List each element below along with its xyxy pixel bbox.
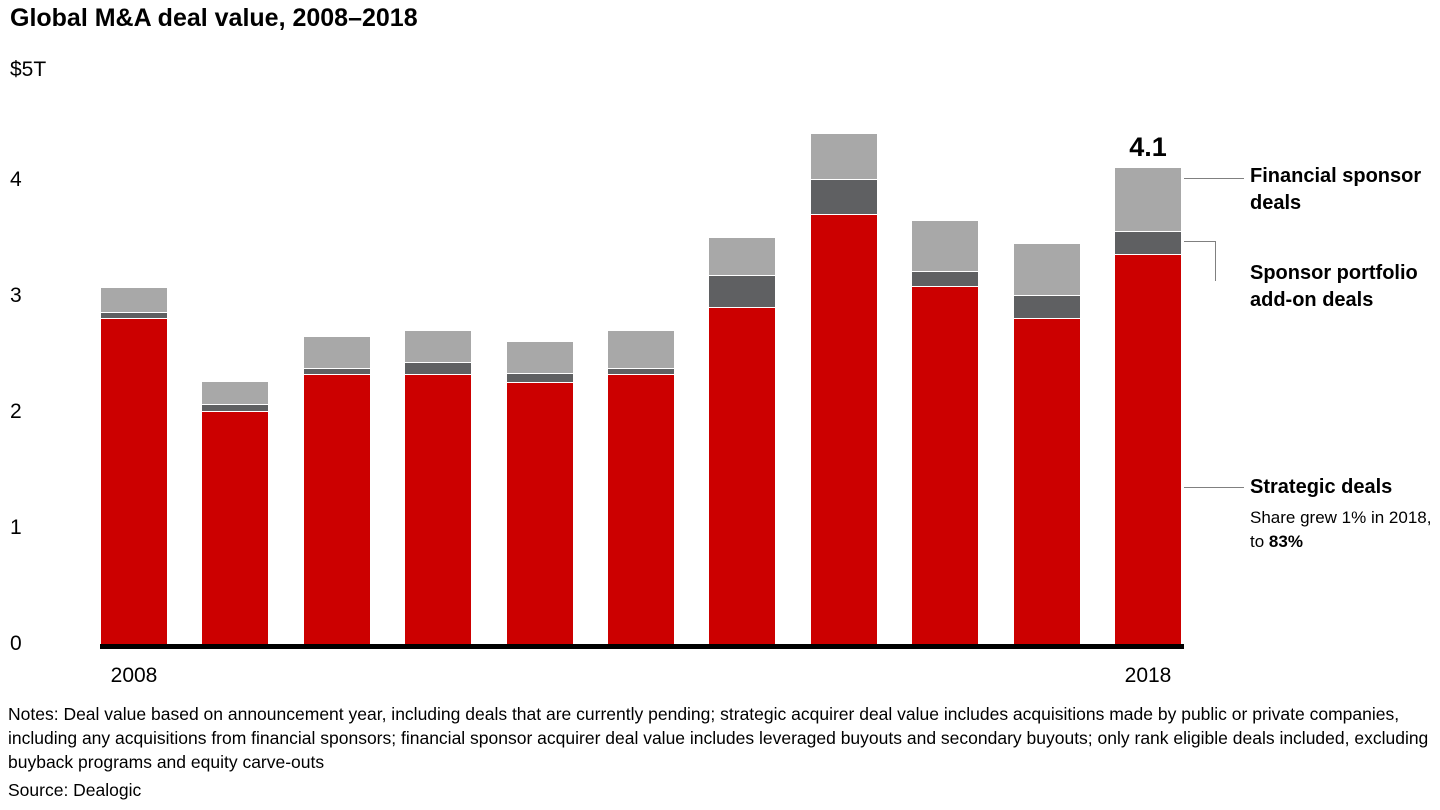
strategic-share-note-text: Share grew 1% in 2018, to: [1250, 508, 1432, 551]
legend-label-financial-sponsor-deals: Financial sponsor deals: [1250, 165, 1422, 214]
strategic-share-note: Share grew 1% in 2018, to 83%: [1250, 506, 1440, 554]
bar-segment-sponsor-portfolio-add-on-deals-2014: [709, 276, 776, 308]
bar-segment-sponsor-portfolio-add-on-deals-2010: [303, 369, 370, 375]
legend-label-strategic-deals: Strategic deals: [1250, 476, 1393, 498]
bar-segment-strategic-deals-2013: [607, 374, 674, 644]
source-line: Source: Dealogic: [8, 780, 142, 800]
bar-segment-sponsor-portfolio-add-on-deals-2009: [202, 405, 269, 412]
bar-segment-sponsor-portfolio-add-on-deals-2017: [1013, 296, 1080, 320]
bar-segment-financial-sponsor-deals-2014: [709, 238, 776, 277]
bar-segment-financial-sponsor-deals-2013: [607, 330, 674, 370]
bar-2008: [101, 287, 167, 644]
bar-segment-financial-sponsor-deals-2018: [1114, 168, 1181, 233]
legend-label-sponsor-portfolio-addon-deals: Sponsor portfolio add-on deals: [1250, 262, 1418, 311]
bar-2014: [709, 238, 776, 644]
x-axis-baseline: [100, 644, 1184, 649]
bar-2017: [1013, 243, 1080, 644]
y-tick-1: 1: [10, 516, 22, 539]
connector-line-addon-horizontal: [1184, 241, 1216, 242]
y-tick-4: 4: [10, 168, 22, 191]
bar-segment-strategic-deals-2012: [506, 383, 573, 644]
bar-segment-strategic-deals-2018: [1114, 255, 1181, 644]
bar-segment-strategic-deals-2016: [912, 286, 979, 644]
bar-segment-financial-sponsor-deals-2011: [405, 330, 472, 364]
bar-segment-strategic-deals-2015: [810, 214, 877, 644]
y-tick-2: 2: [10, 400, 22, 423]
x-axis-label-2018: 2018: [1124, 664, 1172, 687]
bar-2011: [405, 330, 472, 644]
x-axis-label-2008: 2008: [110, 664, 158, 687]
bar-segment-sponsor-portfolio-add-on-deals-2012: [506, 373, 573, 383]
bar-segment-sponsor-portfolio-add-on-deals-2008: [101, 313, 167, 320]
bar-segment-financial-sponsor-deals-2017: [1013, 243, 1080, 297]
bar-2013: [607, 330, 674, 644]
bar-segment-strategic-deals-2014: [709, 307, 776, 644]
bar-2015: [810, 133, 877, 644]
connector-line-strategic: [1184, 487, 1244, 488]
bar-2010: [303, 336, 370, 644]
bar-segment-financial-sponsor-deals-2016: [912, 220, 979, 272]
bar-segment-financial-sponsor-deals-2009: [202, 381, 269, 406]
bar-segment-financial-sponsor-deals-2010: [303, 336, 370, 370]
bar-segment-sponsor-portfolio-add-on-deals-2018: [1114, 232, 1181, 256]
bar-segment-sponsor-portfolio-add-on-deals-2011: [405, 363, 472, 375]
bar-2009: [202, 381, 269, 644]
bar-plot-area: [101, 64, 1181, 644]
bar-segment-sponsor-portfolio-add-on-deals-2015: [810, 180, 877, 215]
bar-segment-financial-sponsor-deals-2008: [101, 287, 167, 314]
bar-segment-strategic-deals-2017: [1013, 319, 1080, 644]
bar-2016: [912, 220, 979, 644]
strategic-share-note-percent: 83%: [1268, 532, 1303, 551]
bar-segment-financial-sponsor-deals-2015: [810, 133, 877, 181]
footnotes: Notes: Deal value based on announcement …: [8, 704, 1429, 772]
bar-segment-sponsor-portfolio-add-on-deals-2013: [607, 369, 674, 375]
y-tick-0: 0: [10, 632, 22, 655]
bar-segment-strategic-deals-2010: [303, 374, 370, 644]
bar-segment-strategic-deals-2011: [405, 374, 472, 644]
total-value-label-2018: 4.1: [1129, 132, 1167, 162]
y-axis-max-label: $5T: [10, 58, 47, 81]
connector-line-financial: [1184, 178, 1244, 179]
chart-title: Global M&A deal value, 2008–2018: [10, 4, 418, 32]
bar-segment-strategic-deals-2009: [202, 412, 269, 644]
bar-segment-financial-sponsor-deals-2012: [506, 342, 573, 374]
bar-2012: [506, 342, 573, 644]
connector-line-addon-vertical: [1215, 241, 1216, 281]
bar-segment-strategic-deals-2008: [101, 319, 167, 644]
bar-segment-sponsor-portfolio-add-on-deals-2016: [912, 271, 979, 287]
bar-2018: [1114, 168, 1181, 644]
y-tick-3: 3: [10, 284, 22, 307]
